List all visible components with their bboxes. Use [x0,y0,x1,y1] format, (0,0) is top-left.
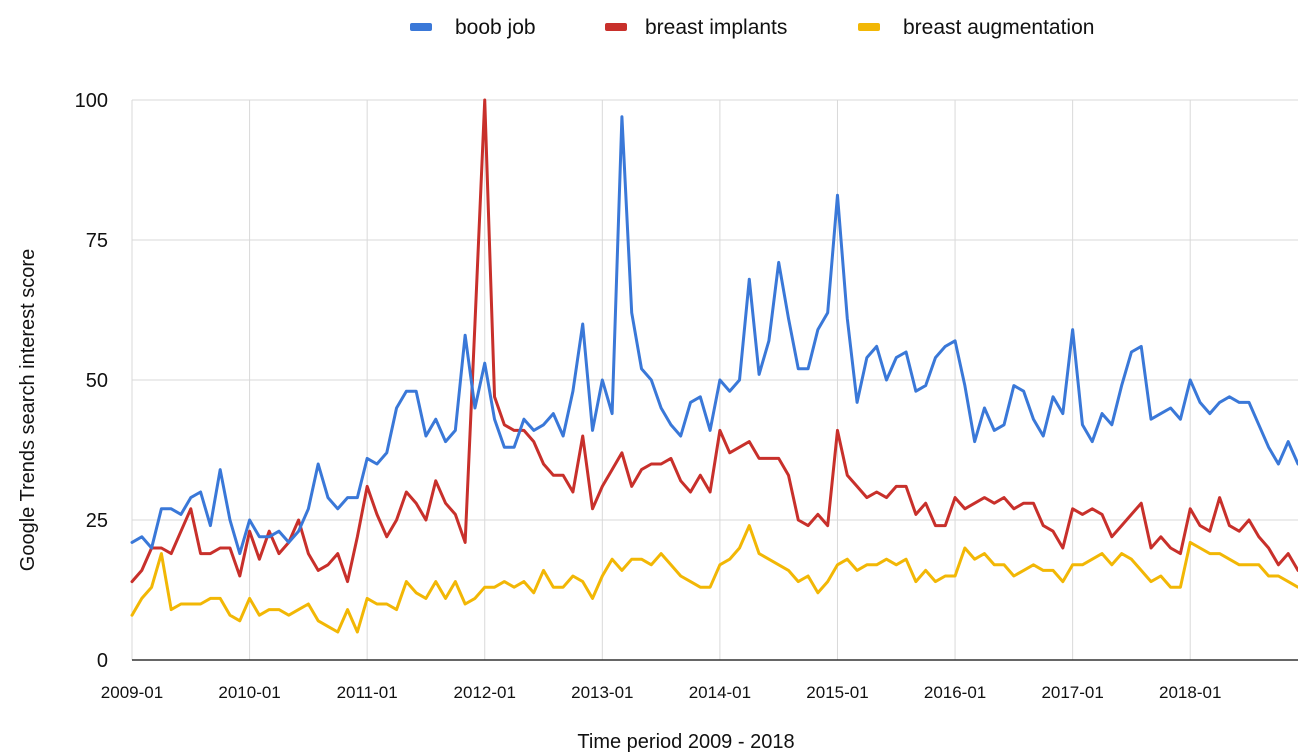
x-tick-label: 2011-01 [337,683,398,702]
series-lines [132,100,1298,632]
x-axis-ticks: 2009-01 2010-01 2011-01 2012-01 2013-01 2014-… [101,683,1222,702]
x-tick-label: 2018-01 [1159,683,1221,702]
x-tick-label: 2013-01 [571,683,633,702]
x-tick-label: 2009-01 [101,683,163,702]
y-tick-label: 75 [86,230,108,252]
x-tick-label: 2012-01 [454,683,516,702]
x-tick-label: 2017-01 [1041,683,1103,702]
legend-swatch [858,23,880,31]
y-tick-label: 0 [97,650,108,672]
y-axis-ticks: 0 25 50 75 100 [75,90,108,672]
y-tick-label: 25 [86,510,108,532]
legend-label: breast augmentation [903,16,1094,39]
legend-swatch [410,23,432,31]
legend-swatch [605,23,627,31]
x-tick-label: 2014-01 [689,683,751,702]
series-line-boob-job [132,117,1298,554]
legend-label: boob job [455,16,536,39]
y-tick-label: 100 [75,90,108,112]
x-tick-label: 2010-01 [218,683,280,702]
series-line-breast-augmentation [132,526,1298,632]
legend: boob job breast implants breast augmentati… [410,16,1094,39]
legend-label: breast implants [645,16,787,39]
y-axis-title: Google Trends search interest score [17,249,39,571]
x-tick-label: 2015-01 [806,683,868,702]
x-axis-title: Time period 2009 - 2018 [577,731,794,753]
y-tick-label: 50 [86,370,108,392]
x-tick-label: 2016-01 [924,683,986,702]
